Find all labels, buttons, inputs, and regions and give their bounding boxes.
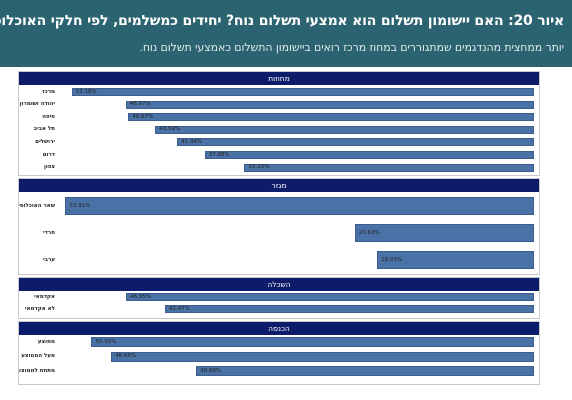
bar-plot: אקדמאי 46.95% לא אקדמאי 42.47%: [19, 291, 539, 318]
bar: [177, 138, 534, 147]
panel-income: הכנסה ממוצע 50.92% מעל הממוצע 48.66% מתחת למ…: [18, 321, 540, 385]
panel-districts: מחוזות מרכז 53.18% יהודה ושומרון 46.97% חיפה…: [18, 71, 540, 176]
bar: [91, 337, 534, 347]
panel-education: השכלה אקדמאי 46.95% לא אקדמאי 42.47%: [18, 277, 540, 319]
category-label: לא אקדמאי: [24, 305, 55, 312]
chart-title: איור 20: האם יישומון תשלום הוא אמצעי תשל…: [0, 13, 564, 29]
bar: [111, 351, 534, 362]
category-label: אקדמאי: [34, 293, 55, 300]
category-label: מעל הממוצע: [21, 353, 55, 359]
panel-sector: מגזר שאר האוכלוסייה 53.91% חרדי 20.63% ערבי 1…: [18, 178, 540, 275]
value-label: 37.88%: [208, 151, 230, 158]
bar: [125, 293, 534, 301]
category-label: יהודה ושומרון: [19, 101, 55, 108]
category-label: חיפה: [42, 113, 55, 120]
bar: [71, 88, 534, 96]
value-label: 46.97%: [129, 101, 151, 108]
value-label: 18.03%: [381, 256, 403, 263]
value-label: 53.91%: [69, 202, 91, 209]
value-label: 50.92%: [95, 338, 117, 345]
bar: [377, 251, 534, 269]
value-label: 20.63%: [358, 229, 380, 236]
bar: [155, 125, 534, 134]
chart-header: איור 20: האם יישומון תשלום הוא אמצעי תשל…: [0, 0, 572, 67]
value-label: 46.67%: [132, 113, 154, 120]
category-label: מרכז: [42, 88, 55, 95]
category-label: תל אביב: [33, 126, 55, 133]
panel-title: הכנסה: [19, 322, 539, 335]
value-label: 48.66%: [115, 353, 137, 359]
bar: [244, 163, 534, 172]
bar-plot: מרכז 53.18% יהודה ושומרון 46.97% חיפה 46.67% ת…: [19, 85, 539, 175]
chart-subtitle: יותר ממחצית מהנדגמים שמתגוררים במחוז מרכ…: [139, 41, 564, 54]
bar: [125, 100, 534, 109]
bar-plot: שאר האוכלוסייה 53.91% חרדי 20.63% ערבי 18.03%: [19, 192, 539, 274]
panel-title: השכלה: [19, 278, 539, 291]
panel-title: מגזר: [19, 179, 539, 192]
category-label: חרדי: [43, 229, 55, 236]
category-label: ממוצע: [37, 338, 55, 345]
category-label: שאר האוכלוסייה: [19, 202, 55, 209]
value-label: 53.18%: [75, 88, 97, 95]
bar: [204, 151, 534, 159]
bar: [65, 197, 534, 215]
bar: [128, 113, 534, 122]
value-label: 43.59%: [159, 126, 181, 133]
category-label: דרום: [42, 151, 55, 158]
bar: [164, 305, 534, 313]
value-label: 33.33%: [248, 164, 270, 171]
value-label: 41.04%: [181, 138, 203, 145]
category-label: ערבי: [43, 256, 55, 263]
category-label: ירושלים: [35, 138, 55, 145]
bar: [354, 224, 534, 242]
panel-title: מחוזות: [19, 72, 539, 85]
value-label: 42.47%: [168, 305, 190, 312]
bar: [196, 366, 534, 376]
bar-plot: ממוצע 50.92% מעל הממוצע 48.66% מתחת לממוצע 38…: [19, 335, 539, 384]
value-label: 38.88%: [200, 367, 222, 374]
category-label: מתחת לממוצע: [18, 367, 55, 374]
category-label: צפון: [44, 164, 55, 171]
value-label: 46.95%: [129, 293, 151, 300]
